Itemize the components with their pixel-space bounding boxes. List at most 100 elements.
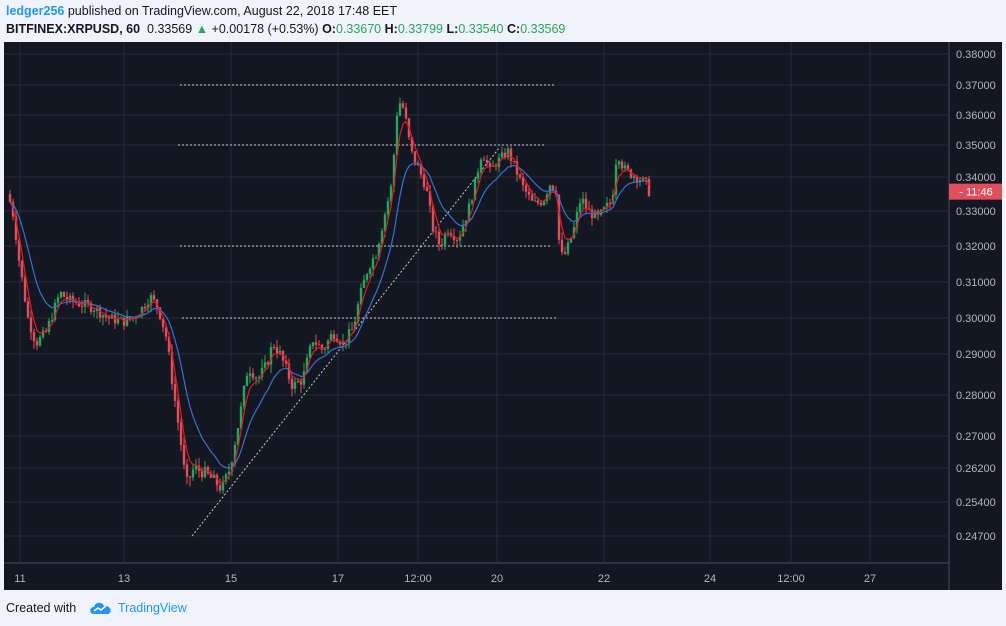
candle-body — [158, 307, 162, 319]
candle-body — [233, 444, 237, 463]
candle-body — [95, 307, 99, 311]
candle-body — [77, 302, 81, 307]
candle-body — [560, 239, 564, 252]
candle-body — [86, 299, 90, 304]
price-axis-background — [949, 42, 1002, 590]
candle-body — [260, 367, 264, 378]
price-tick-label: 0.37000 — [956, 80, 996, 92]
price-tick-label: 0.28000 — [956, 390, 996, 402]
tradingview-cloud-icon[interactable] — [88, 600, 114, 616]
time-tick-label: 20 — [491, 573, 503, 585]
candle-body — [539, 202, 543, 206]
candle-body — [26, 301, 30, 318]
candle-body — [437, 231, 441, 245]
candle-body — [62, 292, 66, 297]
candle-body — [299, 381, 303, 385]
chart-header: ledger256 published on TradingView.com, … — [0, 0, 1006, 42]
candle-body — [23, 277, 27, 302]
candle-body — [320, 344, 324, 350]
candle-body — [98, 307, 102, 318]
candle-body — [101, 315, 105, 318]
candle-body — [605, 202, 609, 208]
high-label: H: — [384, 22, 398, 36]
price-tick-label: 0.27000 — [956, 431, 996, 443]
candle-body — [371, 258, 375, 269]
current-price-tag — [949, 183, 1002, 200]
candle-body — [584, 198, 588, 209]
open-value: 0.33670 — [335, 22, 382, 36]
candle-body — [518, 174, 522, 178]
candle-body — [293, 382, 297, 389]
price-tick-label: 0.38000 — [956, 49, 996, 61]
candle-body — [8, 194, 12, 203]
candle-body — [215, 474, 219, 486]
candle-body — [476, 172, 480, 179]
time-tick-label: 22 — [598, 573, 610, 585]
candle-body — [50, 319, 54, 321]
candle-body — [503, 152, 507, 158]
price-tick-label: 0.30000 — [956, 313, 996, 325]
price-chart[interactable]: 0.38000 0.37000 0.36000 0.35000 0.34000 0.330… — [4, 42, 1002, 590]
candle-body — [359, 287, 363, 305]
candle-body — [566, 242, 570, 254]
candle-body — [269, 346, 273, 365]
candle-body — [626, 165, 630, 170]
candle-body — [164, 327, 168, 337]
candle-body — [356, 304, 360, 322]
candle-body — [509, 148, 513, 162]
candle-body — [203, 466, 207, 478]
time-tick-label: 27 — [864, 573, 876, 585]
candle-body — [530, 194, 534, 201]
candle-body — [422, 174, 426, 188]
candle-body — [107, 317, 111, 319]
candle-body — [485, 160, 489, 163]
candle-body — [470, 200, 474, 204]
candle-body — [284, 360, 288, 364]
close-value: 0.33569 — [520, 22, 566, 36]
candle-body — [398, 103, 402, 116]
high-value: 0.33799 — [397, 22, 444, 36]
tradingview-link[interactable]: TradingView — [118, 601, 187, 615]
candle-body — [641, 177, 645, 181]
candle-body — [521, 177, 525, 186]
candle-body — [254, 378, 258, 380]
candle-body — [455, 240, 459, 242]
candle-body — [287, 363, 291, 379]
chart-area[interactable]: 0.38000 0.37000 0.36000 0.35000 0.34000 0.330… — [4, 42, 1002, 590]
candle-body — [434, 231, 438, 233]
candle-body — [89, 303, 93, 312]
candle-body — [557, 194, 561, 240]
time-tick-label: 13 — [118, 573, 130, 585]
time-tick-label: 24 — [704, 573, 716, 585]
time-tick-label: 12:00 — [404, 573, 432, 585]
symbol-line: BITFINEX:XRPUSD, 60 0.33569 ▲ +0.00178 (… — [6, 22, 565, 36]
current-time-label: - 11:46 — [959, 187, 992, 199]
candle-body — [329, 334, 333, 341]
candle-body — [578, 203, 582, 212]
candle-body — [419, 165, 423, 175]
up-arrow-icon: ▲ — [195, 22, 209, 36]
candle-body — [263, 362, 267, 368]
candle-body — [242, 385, 246, 407]
candle-body — [17, 239, 21, 261]
candle-body — [458, 236, 462, 241]
price-change: +0.00178 (+0.53%) — [211, 22, 319, 36]
candle-body — [473, 178, 477, 201]
time-tick-label: 11 — [14, 573, 25, 585]
candle-body — [65, 296, 69, 301]
candle-body — [392, 154, 396, 187]
publish-info: published on TradingView.com, August 22,… — [64, 4, 398, 18]
close-label: C: — [506, 22, 521, 36]
candle-body — [266, 362, 270, 365]
candle-body — [188, 476, 192, 478]
candle-body — [353, 321, 357, 330]
candle-body — [140, 306, 144, 316]
author-link[interactable]: ledger256 — [6, 4, 65, 18]
candle-body — [431, 205, 435, 232]
candle-body — [92, 310, 96, 312]
candle-body — [602, 207, 606, 210]
candle-body — [245, 375, 249, 386]
footer: Created with TradingView — [0, 590, 1006, 626]
candle-body — [614, 164, 618, 195]
candle-body — [323, 348, 327, 350]
